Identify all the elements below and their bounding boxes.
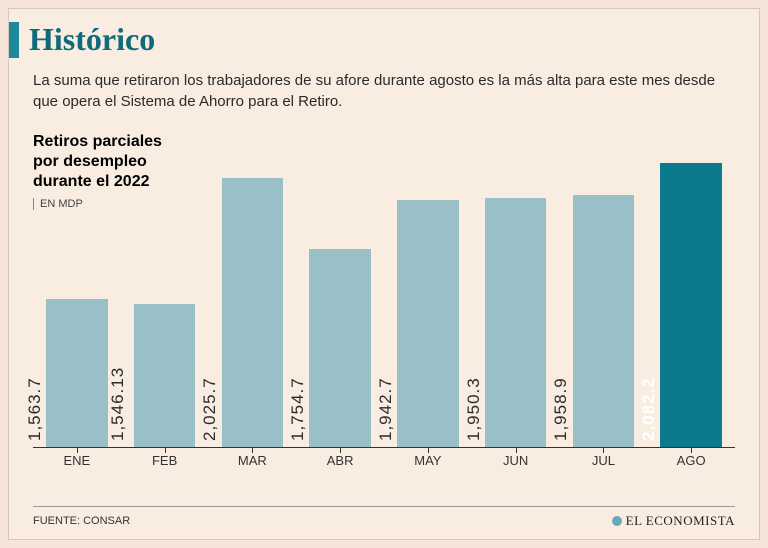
brand-text: EL ECONOMISTA (626, 513, 735, 529)
card-frame: Histórico La suma que retiraron los trab… (8, 8, 760, 540)
x-tick-label: MAR (209, 453, 297, 468)
bar: 1,942.7 (397, 200, 458, 447)
bar-value-label: 2,025.7 (200, 377, 220, 441)
bar-value-label: 1,958.9 (551, 377, 571, 441)
x-axis: ENEFEBMARABRMAYJUNJULAGO (33, 448, 735, 472)
bar-slot: 1,754.7 (296, 132, 384, 447)
x-tick-label: ABR (296, 453, 384, 468)
x-tick-label: JUL (560, 453, 648, 468)
separator-icon (33, 198, 34, 210)
bar: 1,754.7 (309, 249, 370, 447)
chart-header: Retiros parcialespor desempleodurante el… (33, 132, 162, 210)
bar-slot: 2,025.7 (209, 132, 297, 447)
bar-chart: Retiros parcialespor desempleodurante el… (33, 132, 735, 472)
bar: 1,950.3 (485, 198, 546, 447)
page-title: Histórico (29, 21, 155, 58)
bar: 1,563.7 (46, 299, 107, 447)
bar-value-label: 1,754.7 (288, 377, 308, 441)
x-tick-label: FEB (121, 453, 209, 468)
bar: 1,958.9 (573, 195, 634, 447)
x-tick-label: MAY (384, 453, 472, 468)
chart-unit: EN MDP (33, 198, 162, 210)
title-row: Histórico (9, 9, 759, 66)
bar: 2,025.7 (222, 178, 283, 447)
bar-value-label: 2,082.2 (639, 377, 659, 441)
bar-slot: 2,082.2 (647, 132, 735, 447)
chart-title: Retiros parcialespor desempleodurante el… (33, 132, 162, 192)
source-label: FUENTE: CONSAR (33, 515, 130, 527)
bar: 2,082.2 (660, 163, 721, 447)
x-tick-label: JUN (472, 453, 560, 468)
brand-dot-icon (612, 516, 622, 526)
bar-value-label: 1,546.13 (108, 367, 128, 441)
title-accent-bar (9, 22, 19, 58)
bar-value-label: 1,942.7 (376, 377, 396, 441)
bar: 1,546.13 (134, 304, 195, 447)
x-tick-label: ENE (33, 453, 121, 468)
bar-slot: 1,942.7 (384, 132, 472, 447)
bar-value-label: 1,950.3 (464, 377, 484, 441)
footer: FUENTE: CONSAR EL ECONOMISTA (33, 506, 735, 529)
chart-unit-label: EN MDP (40, 198, 83, 210)
subtitle-text: La suma que retiraron los trabajadores d… (9, 66, 759, 124)
bar-slot: 1,950.3 (472, 132, 560, 447)
brand-label: EL ECONOMISTA (612, 513, 735, 529)
x-tick-label: AGO (647, 453, 735, 468)
bar-value-label: 1,563.7 (25, 377, 45, 441)
bar-slot: 1,958.9 (560, 132, 648, 447)
